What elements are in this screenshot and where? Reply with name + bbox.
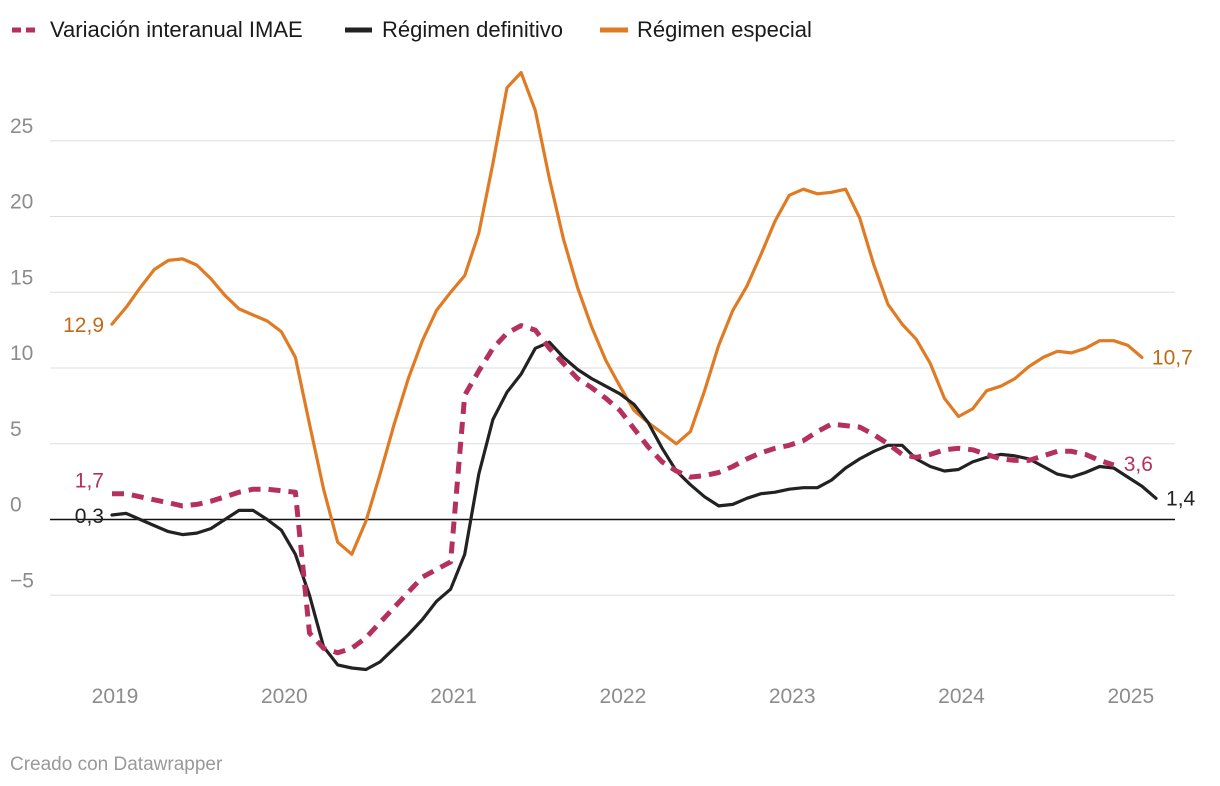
legend-label-imae: Variación interanual IMAE [50,17,303,42]
legend-item-regimen-definitivo[interactable]: Régimen definitivo [345,17,563,42]
x-tick-label: 2019 [92,685,139,708]
legend-item-imae[interactable]: Variación interanual IMAE [12,17,303,42]
x-tick-label: 2024 [938,685,985,708]
y-tick-label: 10 [10,342,33,365]
start-label-1: 0,3 [75,505,104,528]
data-labels: 1,7 3,6 0,3 1,4 12,9 10,7 [63,314,1195,528]
x-tick-label: 2023 [769,685,816,708]
x-axis: 2019 2020 2021 2022 2023 2024 2025 [92,685,1155,708]
legend-label-regimen-definitivo: Régimen definitivo [382,17,563,42]
legend-item-regimen-especial[interactable]: Régimen especial [600,17,812,42]
series-line-1[interactable] [110,340,1158,672]
end-label-2: 10,7 [1152,346,1193,369]
series-line-2[interactable] [110,70,1144,556]
y-grid [50,140,1175,596]
x-tick-label: 2021 [430,685,477,708]
x-tick-label: 2025 [1107,685,1154,708]
series-lines [110,70,1158,672]
y-tick-label: 0 [10,494,22,517]
y-tick-label: −5 [10,569,34,592]
footer-credit[interactable]: Creado con Datawrapper [10,754,223,775]
y-tick-label: 20 [10,191,33,214]
y-tick-label: 25 [10,115,33,138]
series-line-0[interactable] [112,323,1115,656]
y-axis: −5 0 5 10 15 20 25 [10,115,34,593]
y-tick-label: 15 [10,266,33,289]
end-label-1: 1,4 [1166,487,1196,510]
start-label-2: 12,9 [63,314,104,337]
legend: Variación interanual IMAE Régimen defini… [12,17,812,42]
x-tick-label: 2020 [261,685,308,708]
y-tick-label: 5 [10,418,22,441]
legend-label-regimen-especial: Régimen especial [637,17,812,42]
start-label-0: 1,7 [75,470,104,493]
x-tick-label: 2022 [600,685,647,708]
end-label-0: 3,6 [1124,453,1153,476]
